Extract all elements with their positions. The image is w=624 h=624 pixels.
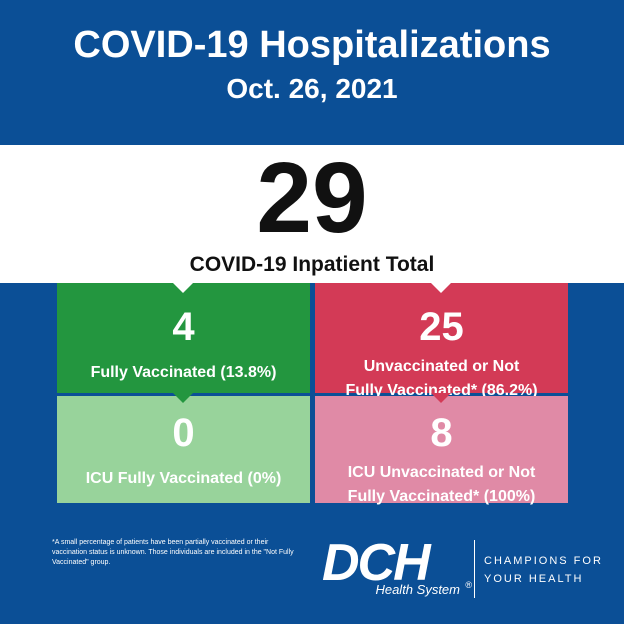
total-band [0,145,624,283]
pointer-arrow-icon [431,393,451,403]
report-date: Oct. 26, 2021 [226,73,398,104]
registered-mark: ® [465,580,472,590]
tagline-line-1: CHAMPIONS FOR [484,555,603,567]
tile-unvaccinated: 25 Unvaccinated or Not Fully Vaccinated*… [315,283,568,399]
tile-value: 0 [172,411,195,455]
pointer-arrow-icon [431,283,451,293]
logo-subtitle: Health System [375,582,460,597]
footnote: *A small percentage of patients have bee… [52,539,294,566]
tile-value: 25 [419,305,464,349]
tagline-line-2: YOUR HEALTH [484,573,584,585]
page-title: COVID-19 Hospitalizations [73,24,551,66]
inpatient-total-value: 29 [256,142,368,254]
tile-value: 4 [172,305,195,349]
tile-icu-unvaccinated: 8 ICU Unvaccinated or Not Fully Vaccinat… [315,396,568,505]
tile-label: Fully Vaccinated (13.8%) [90,364,277,381]
logo-letters: DCH [322,534,431,592]
tagline: CHAMPIONS FOR YOUR HEALTH [484,552,603,588]
tile-label: ICU Fully Vaccinated (0%) [85,470,282,487]
inpatient-total-label: COVID-19 Inpatient Total [189,253,435,276]
tile-label: Unvaccinated or Not Fully Vaccinated* (8… [345,358,538,399]
dch-logo: DCH Health System ® [322,534,472,600]
tile-fully-vaccinated: 4 Fully Vaccinated (13.8%) [57,283,310,393]
tile-value: 8 [430,411,453,455]
tile-icu-fully-vaccinated: 0 ICU Fully Vaccinated (0%) [57,396,310,503]
tile-label: ICU Unvaccinated or Not Fully Vaccinated… [347,464,536,505]
logo-divider [474,540,475,598]
pointer-arrow-icon [173,393,193,403]
pointer-arrow-icon [173,283,193,293]
